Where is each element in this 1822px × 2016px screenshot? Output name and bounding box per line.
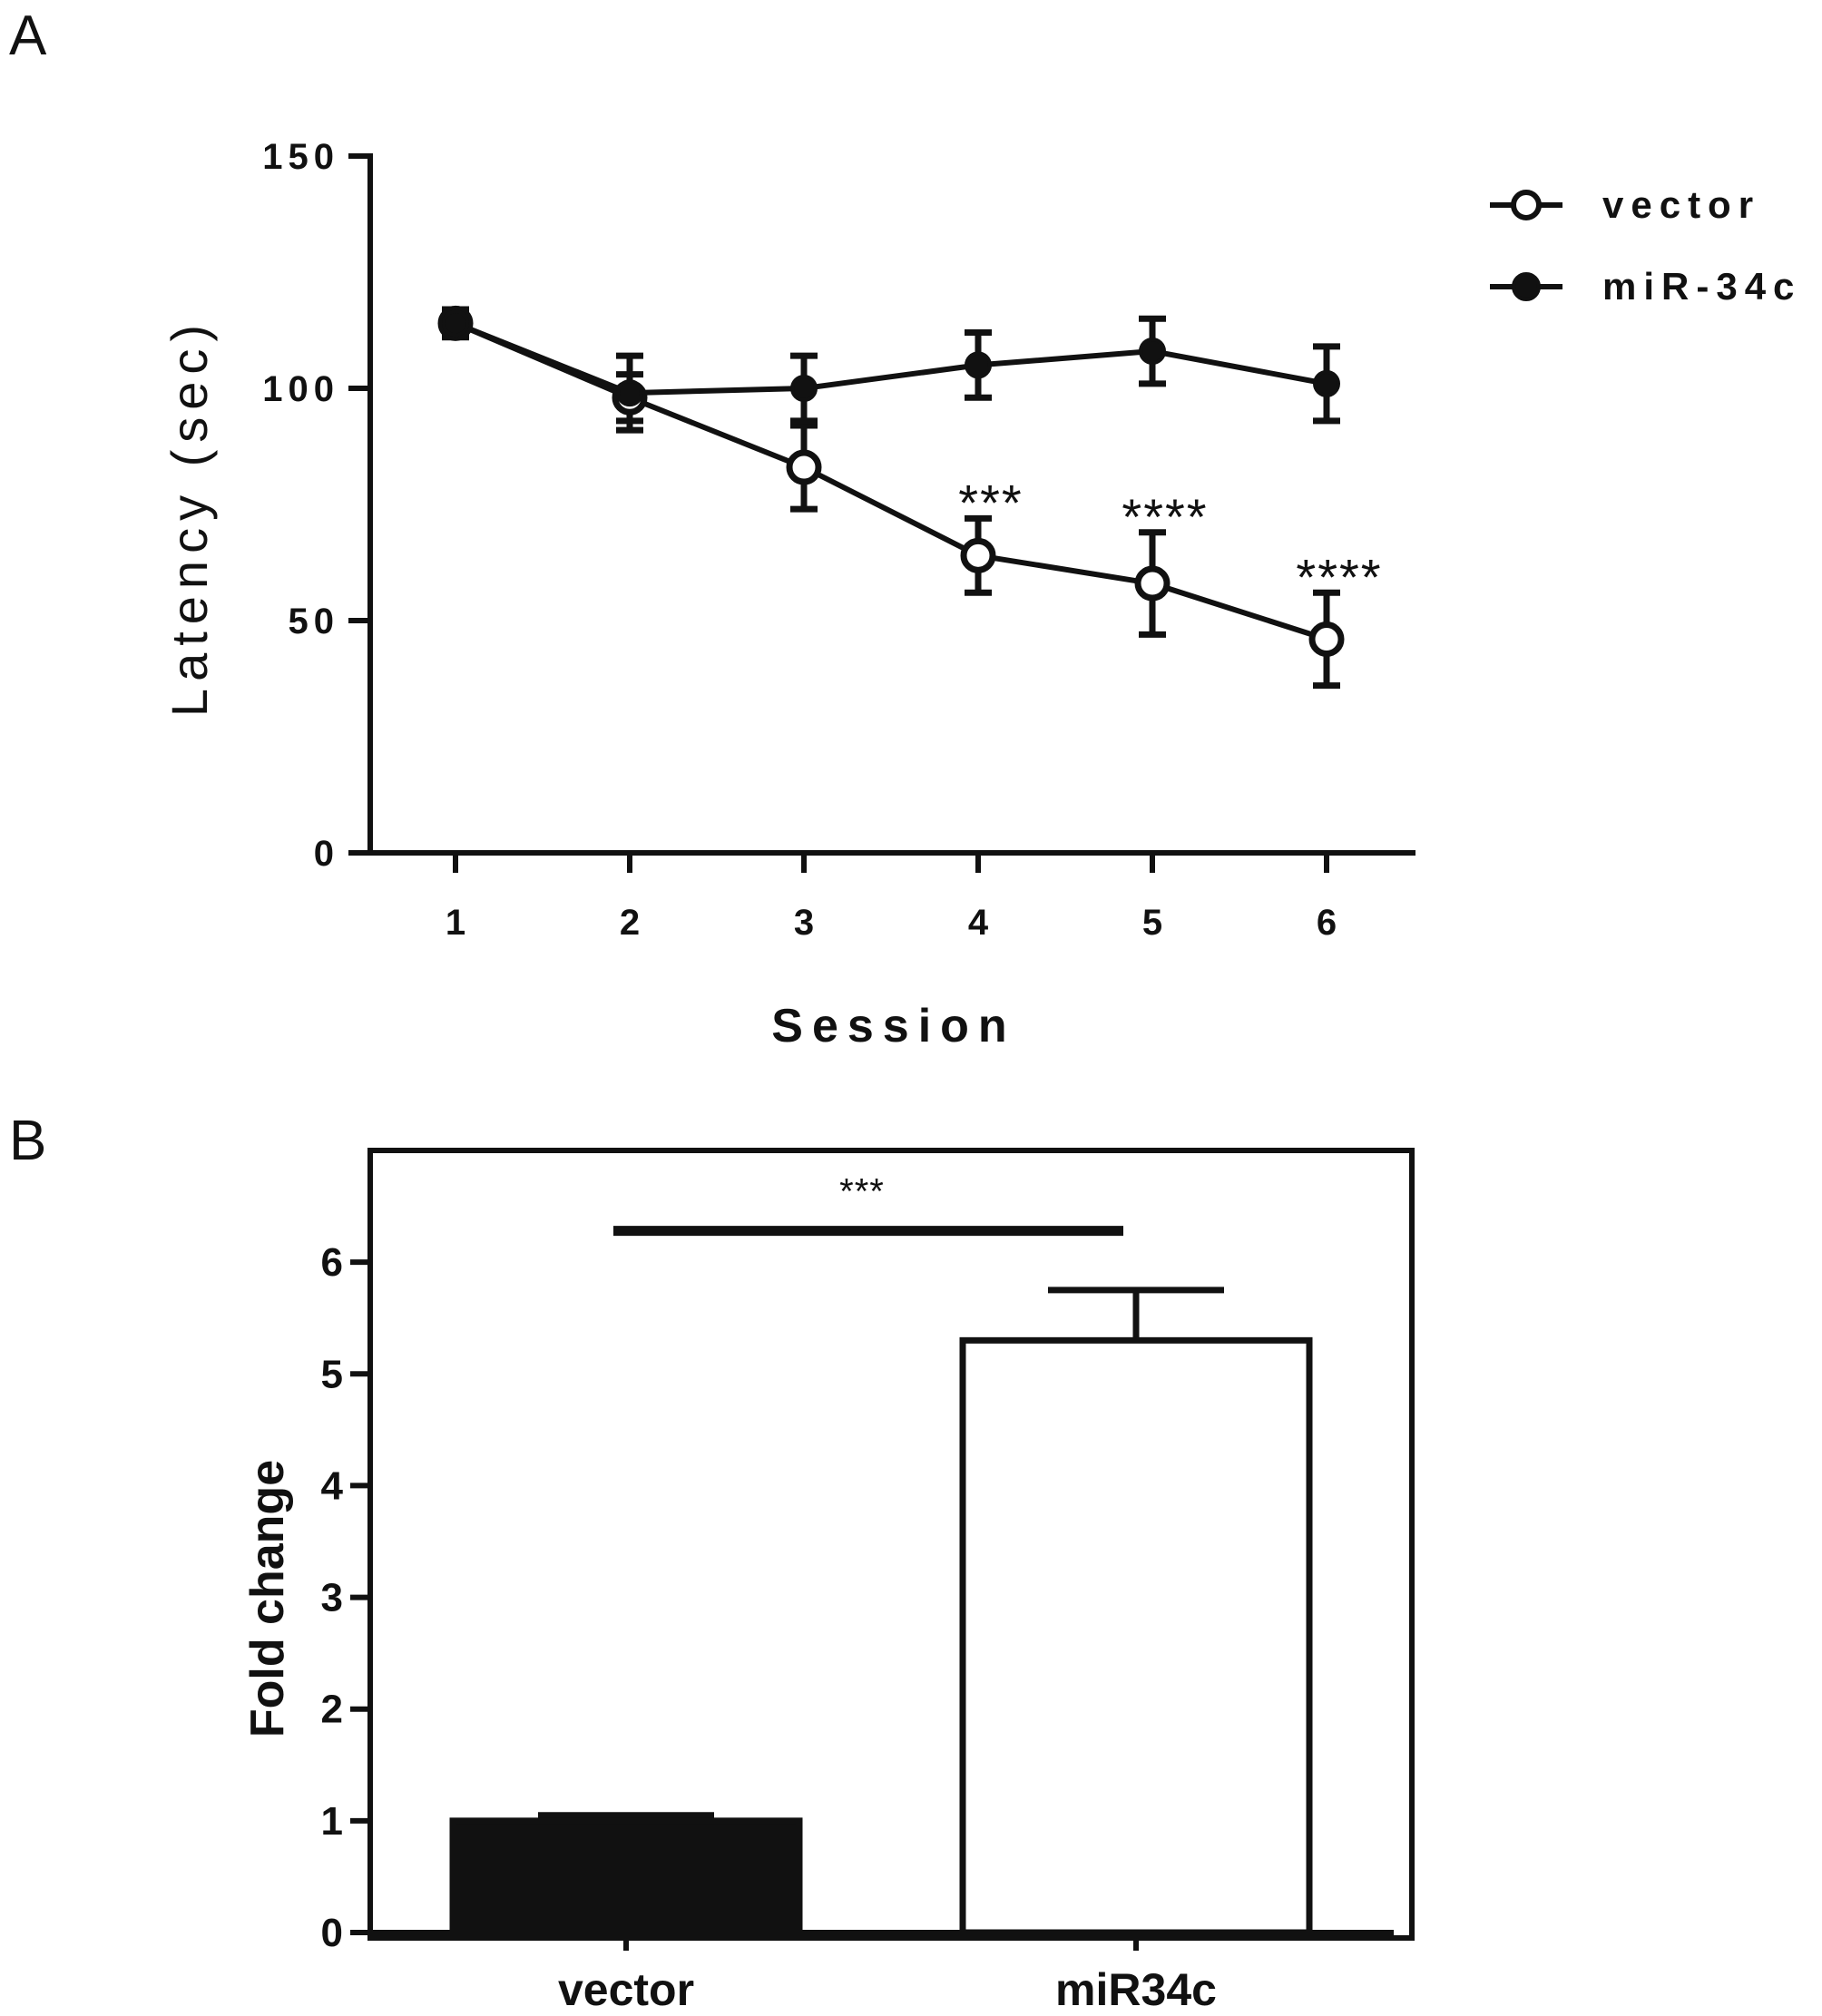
bar-mir34c bbox=[959, 1336, 1313, 1936]
bar-chart-fold-change: 0 1 2 3 4 5 6 vector miR34c *** Fold change bbox=[241, 1148, 1415, 2015]
bar-chart-y-tick-label: 4 bbox=[321, 1463, 344, 1508]
significance-stars: **** bbox=[1122, 488, 1208, 545]
panel-b-label: B bbox=[9, 1110, 46, 1172]
data-point-mir-34c bbox=[1139, 338, 1166, 366]
line-chart-y-tick-label: 100 bbox=[262, 369, 339, 409]
legend-label-vector: vector bbox=[1602, 183, 1760, 226]
bar-chart-y-tick-label: 5 bbox=[321, 1352, 343, 1396]
line-chart-series bbox=[437, 305, 1345, 690]
line-chart-annotations: *** ******** bbox=[958, 475, 1382, 606]
data-point-mir-34c bbox=[442, 309, 469, 338]
bar-chart-significance: *** bbox=[613, 1172, 1123, 1237]
bar-vector bbox=[449, 1817, 803, 1936]
bar-category-label: miR34c bbox=[1055, 1964, 1217, 2015]
line-chart-axes bbox=[367, 153, 1415, 856]
legend-marker-filled-circle bbox=[1512, 272, 1541, 301]
bar-chart-frame bbox=[367, 1148, 1415, 1941]
line-chart-x-tick-label: 1 bbox=[446, 903, 471, 943]
bar-chart-bars bbox=[449, 1287, 1313, 1936]
significance-stars: *** bbox=[958, 475, 1023, 532]
panel-a-label: A bbox=[9, 5, 47, 67]
line-chart-x-tick-label: 4 bbox=[968, 903, 994, 943]
legend-item-vector: vector bbox=[1490, 183, 1760, 226]
line-chart-y-tick-label: 0 bbox=[314, 834, 339, 874]
line-chart-x-tick-label: 6 bbox=[1317, 903, 1342, 943]
bar-chart-y-tick-label: 2 bbox=[321, 1688, 343, 1732]
line-chart-y-axis-title: Latency (sec) bbox=[161, 318, 218, 717]
bar-chart-y-tick-label: 3 bbox=[321, 1576, 343, 1620]
line-chart-y-tick-label: 50 bbox=[289, 602, 340, 641]
data-point-mir-34c bbox=[790, 375, 818, 402]
line-chart-x-tick-label: 2 bbox=[620, 903, 645, 943]
bar-chart-category-labels: vector miR34c bbox=[558, 1933, 1217, 2015]
significance-stars: **** bbox=[1296, 548, 1382, 605]
bar-chart-y-axis-title: Fold change bbox=[241, 1460, 294, 1737]
bar-chart-y-tick-label: 1 bbox=[321, 1799, 343, 1844]
line-chart-x-tick-label: 5 bbox=[1142, 903, 1168, 943]
data-point-vector bbox=[1134, 565, 1171, 602]
bar-category-label: vector bbox=[558, 1964, 694, 2015]
data-point-vector bbox=[786, 449, 822, 485]
legend-marker-open-circle bbox=[1511, 190, 1542, 220]
series-line-mir-34c bbox=[454, 320, 1327, 396]
bar-chart-y-tick-label: 0 bbox=[321, 1911, 343, 1955]
bar-chart-y-ticks: 0 1 2 3 4 5 6 bbox=[321, 1240, 370, 1955]
bar-chart-y-tick-label: 6 bbox=[321, 1240, 343, 1285]
data-point-mir-34c bbox=[1313, 369, 1340, 397]
data-point-mir-34c bbox=[965, 351, 992, 379]
legend-label-mir-34c: miR-34c bbox=[1602, 265, 1801, 308]
line-chart-y-ticks: 0 50 100 150 bbox=[262, 137, 370, 874]
data-point-vector bbox=[960, 537, 996, 573]
line-chart-legend: vector miR-34c bbox=[1490, 183, 1801, 308]
line-chart-x-ticks: 1 2 3 4 5 6 bbox=[446, 853, 1342, 943]
line-chart-x-tick-label: 3 bbox=[794, 903, 819, 943]
data-point-mir-34c bbox=[616, 379, 643, 407]
line-chart-y-tick-label: 150 bbox=[262, 137, 339, 177]
series-line-vector bbox=[454, 320, 1327, 642]
legend-item-mir-34c: miR-34c bbox=[1490, 265, 1801, 308]
data-point-vector bbox=[1308, 621, 1345, 657]
line-chart-x-axis-title: Session bbox=[771, 1000, 1015, 1052]
significance-stars: *** bbox=[839, 1172, 885, 1212]
